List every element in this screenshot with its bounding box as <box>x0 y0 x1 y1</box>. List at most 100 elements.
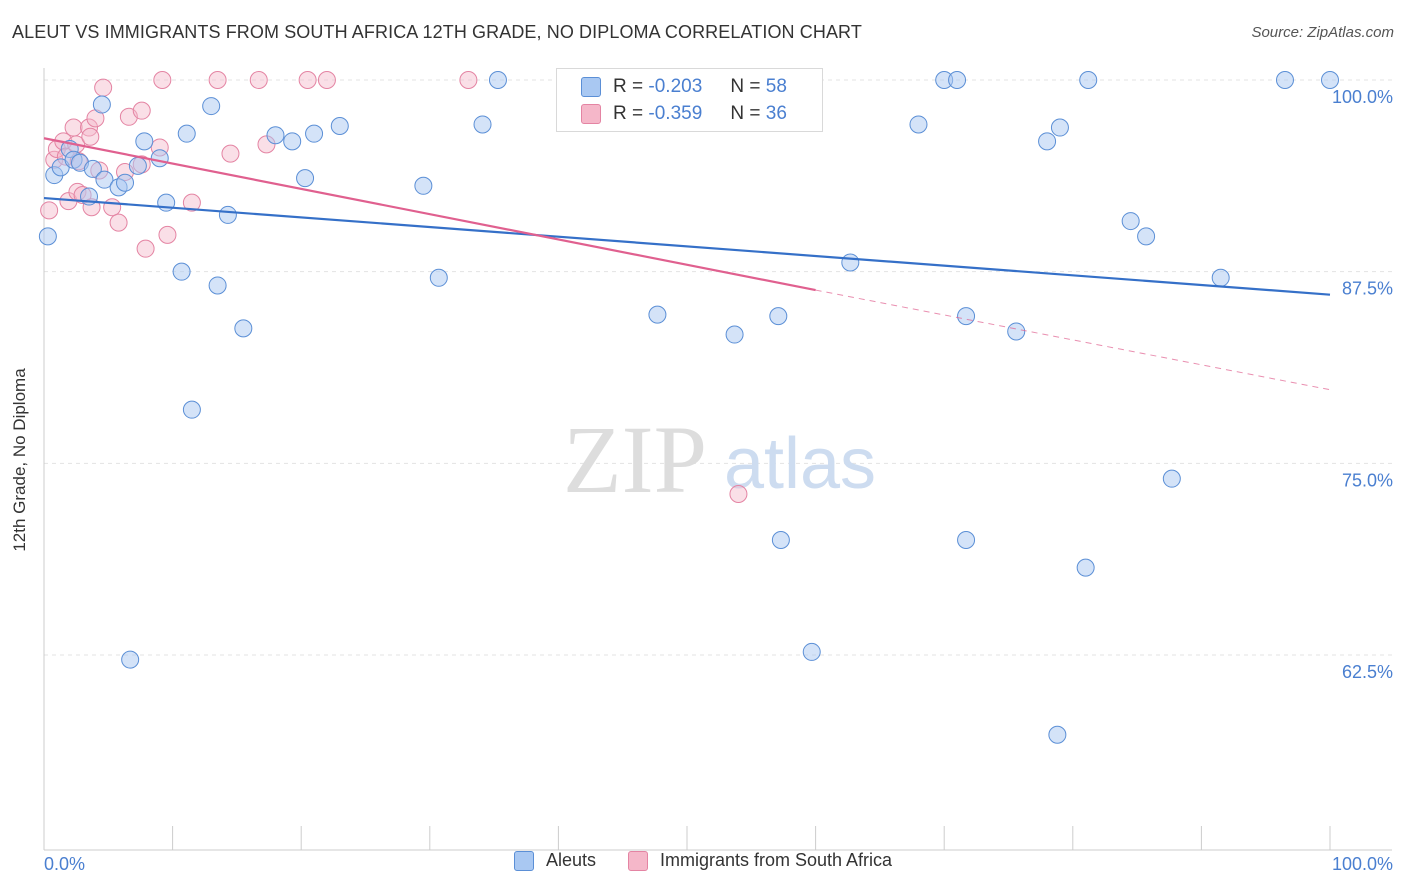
data-point-aleuts <box>1048 725 1067 744</box>
y-tick-label: 75.0% <box>1342 470 1393 490</box>
data-point-south-africa <box>103 198 122 217</box>
axes <box>43 68 1392 851</box>
data-point-south-africa <box>153 71 172 89</box>
data-point-aleuts <box>957 531 976 549</box>
source-note: Source: ZipAtlas.com <box>1251 24 1394 41</box>
data-point-aleuts <box>283 132 302 151</box>
data-point-aleuts <box>95 170 114 189</box>
data-point-aleuts <box>1038 132 1057 151</box>
data-point-aleuts <box>841 253 860 272</box>
data-point-aleuts <box>218 205 237 224</box>
x-tick-label: 100.0% <box>1332 854 1393 874</box>
data-point-south-africa <box>221 144 240 163</box>
data-point-aleuts <box>1275 71 1294 89</box>
legend-box: R = -0.203 N = 58 R = -0.359 N = 36 <box>556 68 823 132</box>
data-point-aleuts <box>177 124 196 143</box>
data-point-south-africa <box>459 71 478 89</box>
data-point-aleuts <box>172 262 191 281</box>
data-point-south-africa <box>64 118 83 137</box>
data-point-aleuts <box>121 650 140 669</box>
data-point-aleuts <box>771 531 790 549</box>
data-point-aleuts <box>473 115 492 134</box>
bottom-legend-label-aleuts: Aleuts <box>545 850 596 870</box>
data-point-aleuts <box>648 305 667 324</box>
data-point-aleuts <box>1050 118 1069 137</box>
tick-labels: 100.0% 87.5% 75.0% 62.5% 0.0% 100.0% <box>44 87 1393 874</box>
data-point-aleuts <box>128 156 147 175</box>
data-point-aleuts <box>802 642 821 661</box>
chart-title: ALEUT VS IMMIGRANTS FROM SOUTH AFRICA 12… <box>12 22 862 42</box>
y-tick-label: 100.0% <box>1332 87 1393 107</box>
x-tick-label: 0.0% <box>44 854 85 874</box>
data-point-aleuts <box>1007 322 1026 341</box>
legend-row-south-africa: R = -0.359 N = 36 <box>581 102 787 126</box>
data-point-south-africa <box>94 78 113 97</box>
data-point-aleuts <box>234 319 253 338</box>
data-point-aleuts <box>83 159 102 178</box>
data-point-south-africa <box>132 101 151 120</box>
data-point-aleuts <box>1076 558 1095 577</box>
trend-line-south-africa <box>43 137 816 292</box>
data-point-aleuts <box>414 176 433 195</box>
data-point-aleuts <box>957 307 976 326</box>
data-point-aleuts <box>266 126 285 145</box>
data-point-aleuts <box>1321 71 1339 89</box>
data-point-aleuts <box>725 325 744 344</box>
y-tick-label: 87.5% <box>1342 279 1393 299</box>
trend-line-aleuts <box>43 196 1331 296</box>
data-point-south-africa <box>80 118 99 137</box>
data-point-south-africa <box>249 71 268 89</box>
data-point-aleuts <box>182 400 201 419</box>
data-point-south-africa <box>298 71 317 89</box>
data-point-south-africa <box>317 71 336 89</box>
data-point-aleuts <box>150 149 169 168</box>
gridlines <box>44 79 1392 656</box>
legend-r-label: R = <box>613 103 644 124</box>
data-point-aleuts <box>330 117 349 135</box>
bottom-legend-aleuts: Aleuts <box>513 850 596 871</box>
series-south-africa-points <box>40 71 748 503</box>
data-point-aleuts <box>488 71 507 89</box>
data-point-south-africa <box>40 201 59 220</box>
data-point-aleuts <box>1121 212 1140 231</box>
legend-n-label: N = <box>730 76 761 97</box>
trend-line-south-africa-extension <box>815 289 1331 391</box>
data-point-aleuts <box>208 276 227 295</box>
bottom-legend-swatch-aleuts <box>513 850 534 871</box>
legend-row-aleuts: R = -0.203 N = 58 <box>581 75 787 99</box>
data-point-aleuts <box>1079 71 1098 89</box>
data-point-aleuts <box>296 169 315 188</box>
legend-n-label: N = <box>730 103 761 124</box>
watermark-zip: ZIP <box>563 406 707 513</box>
data-point-aleuts <box>1211 268 1230 287</box>
data-point-aleuts <box>948 71 967 89</box>
data-point-aleuts <box>38 227 57 246</box>
data-point-south-africa <box>81 127 100 146</box>
data-point-aleuts <box>92 95 111 114</box>
data-point-aleuts <box>202 97 221 116</box>
legend-swatch-aleuts <box>581 77 601 97</box>
legend-n-value: 58 <box>765 76 787 97</box>
data-point-south-africa <box>158 225 177 244</box>
legend-r-value: -0.359 <box>648 103 703 124</box>
data-point-south-africa <box>208 71 227 89</box>
y-tick-label: 62.5% <box>1342 662 1393 682</box>
data-point-aleuts <box>429 268 448 287</box>
bottom-legend-label-south-africa: Immigrants from South Africa <box>659 850 893 870</box>
data-point-south-africa <box>109 213 128 232</box>
bottom-legend-swatch-south-africa <box>627 850 648 871</box>
legend-r-value: -0.203 <box>648 76 703 97</box>
data-point-aleuts <box>909 115 928 134</box>
data-point-south-africa <box>729 485 748 503</box>
data-point-aleuts <box>135 132 154 151</box>
bottom-legend: Aleuts Immigrants from South Africa <box>0 850 1406 871</box>
legend-r-label: R = <box>613 76 644 97</box>
data-point-south-africa <box>182 193 201 212</box>
watermark: ZIP atlas <box>563 406 876 513</box>
data-point-aleuts <box>1162 469 1181 488</box>
bottom-legend-south-africa: Immigrants from South Africa <box>627 850 893 871</box>
data-point-aleuts <box>116 173 135 192</box>
trend-lines <box>43 137 1331 391</box>
legend-swatch-south-africa <box>581 104 601 124</box>
